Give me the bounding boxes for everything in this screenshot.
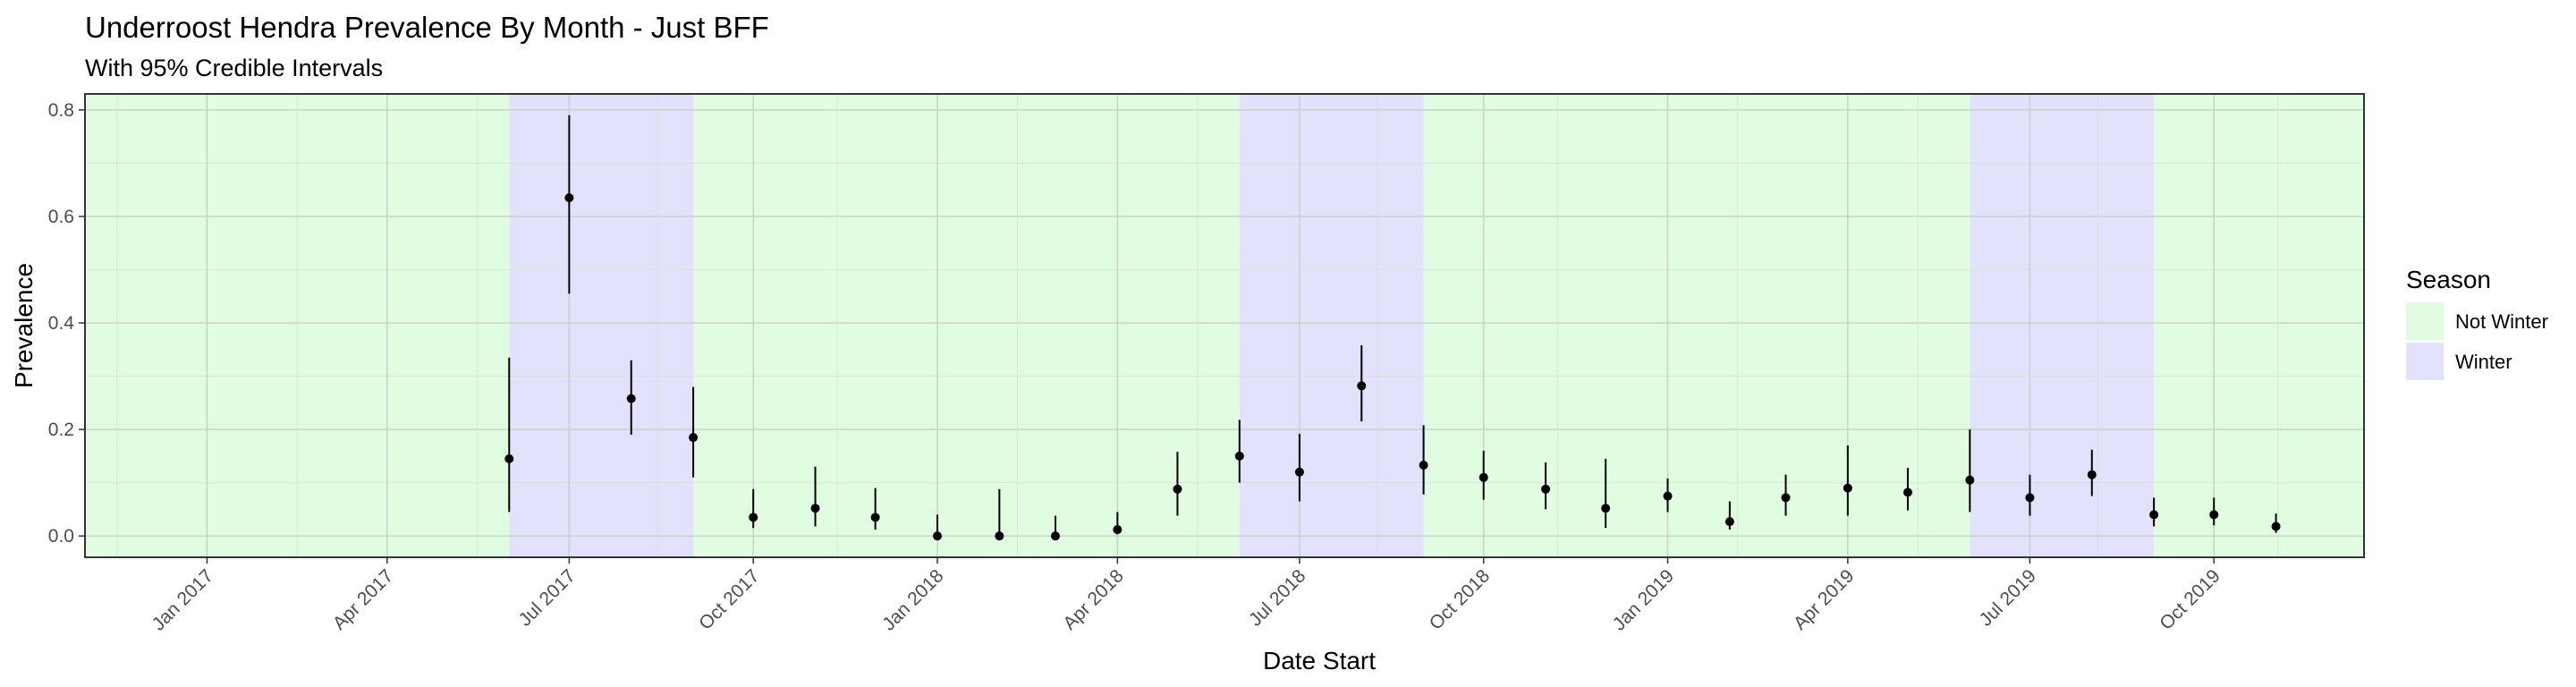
x-tick-label: Oct 2018 bbox=[1426, 565, 1495, 634]
x-tick-label: Apr 2017 bbox=[329, 565, 398, 634]
legend-title: Season bbox=[2406, 266, 2491, 293]
data-point bbox=[1050, 531, 1060, 541]
legend-key-not-winter bbox=[2406, 302, 2444, 340]
data-point bbox=[810, 504, 820, 513]
data-point bbox=[1294, 467, 1304, 477]
data-point bbox=[749, 513, 758, 522]
x-axis-title: Date Start bbox=[1263, 647, 1376, 674]
x-axis: Jan 2017 Apr 2017 Jul 2017 Oct 2017 Jan 2018… bbox=[148, 557, 2224, 635]
data-point bbox=[1663, 491, 1673, 501]
y-tick-label: 0.2 bbox=[48, 420, 74, 440]
legend: Season Not Winter Winter bbox=[2406, 266, 2548, 380]
data-point bbox=[1724, 517, 1734, 527]
x-tick-label: Jan 2019 bbox=[1609, 565, 1678, 634]
panel-border bbox=[84, 93, 2365, 558]
season-band-winter-1 bbox=[509, 94, 694, 557]
data-point bbox=[626, 394, 636, 403]
y-tick-label: 0.6 bbox=[48, 207, 74, 227]
x-tick-label: Jan 2018 bbox=[878, 565, 947, 634]
y-axis-title: Prevalence bbox=[10, 263, 38, 388]
season-band-winter-5 bbox=[1970, 94, 2155, 557]
data-point bbox=[504, 454, 514, 463]
x-tick-label: Jul 2018 bbox=[1245, 565, 1309, 630]
season-band-not-winter-4 bbox=[1423, 94, 1970, 557]
data-point bbox=[1601, 504, 1611, 513]
data-point bbox=[932, 531, 942, 541]
legend-entries: Not Winter Winter bbox=[2406, 302, 2548, 380]
y-tick-label: 0.0 bbox=[48, 526, 74, 547]
x-tick-label: Jul 2017 bbox=[514, 565, 579, 630]
x-tick-label: Jul 2019 bbox=[1976, 565, 2040, 630]
data-point bbox=[2209, 510, 2219, 520]
chart-subtitle: With 95% Credible Intervals bbox=[85, 55, 383, 81]
data-point bbox=[2025, 493, 2035, 503]
season-band-not-winter-2 bbox=[693, 94, 1240, 557]
season-band-winter-3 bbox=[1239, 94, 1424, 557]
x-tick-label: Jan 2017 bbox=[148, 565, 217, 634]
data-point bbox=[1419, 460, 1428, 470]
y-tick-label: 0.4 bbox=[48, 313, 75, 334]
data-point bbox=[1479, 472, 1488, 482]
data-point bbox=[1965, 475, 1975, 485]
data-point bbox=[1902, 488, 1912, 497]
season-bands bbox=[85, 94, 2364, 557]
legend-label: Not Winter bbox=[2455, 310, 2548, 333]
data-point bbox=[1357, 381, 1367, 391]
data-point bbox=[564, 193, 574, 203]
legend-key-winter bbox=[2406, 343, 2444, 380]
data-point bbox=[2271, 522, 2281, 531]
data-point bbox=[1781, 493, 1791, 503]
data-point bbox=[870, 513, 880, 522]
data-point bbox=[995, 531, 1004, 541]
data-point bbox=[2087, 470, 2097, 479]
data-points bbox=[504, 193, 2281, 541]
x-tick-label: Apr 2018 bbox=[1059, 565, 1128, 634]
data-point bbox=[689, 433, 699, 443]
season-band-not-winter-6 bbox=[2154, 94, 2364, 557]
x-tick-label: Oct 2017 bbox=[695, 565, 764, 634]
x-tick-label: Apr 2019 bbox=[1790, 565, 1859, 634]
legend-label: Winter bbox=[2455, 351, 2512, 373]
x-tick-label: Oct 2019 bbox=[2156, 565, 2224, 634]
data-point bbox=[1173, 484, 1182, 494]
y-tick-label: 0.8 bbox=[48, 100, 74, 121]
data-point bbox=[2149, 510, 2159, 520]
y-axis: 0.0 0.2 0.4 0.6 0.8 bbox=[48, 100, 85, 547]
data-point bbox=[1541, 484, 1551, 494]
data-point bbox=[1843, 483, 1852, 493]
data-point bbox=[1113, 525, 1123, 535]
chart-title: Underroost Hendra Prevalence By Month - … bbox=[85, 11, 769, 44]
data-point bbox=[1234, 451, 1244, 461]
